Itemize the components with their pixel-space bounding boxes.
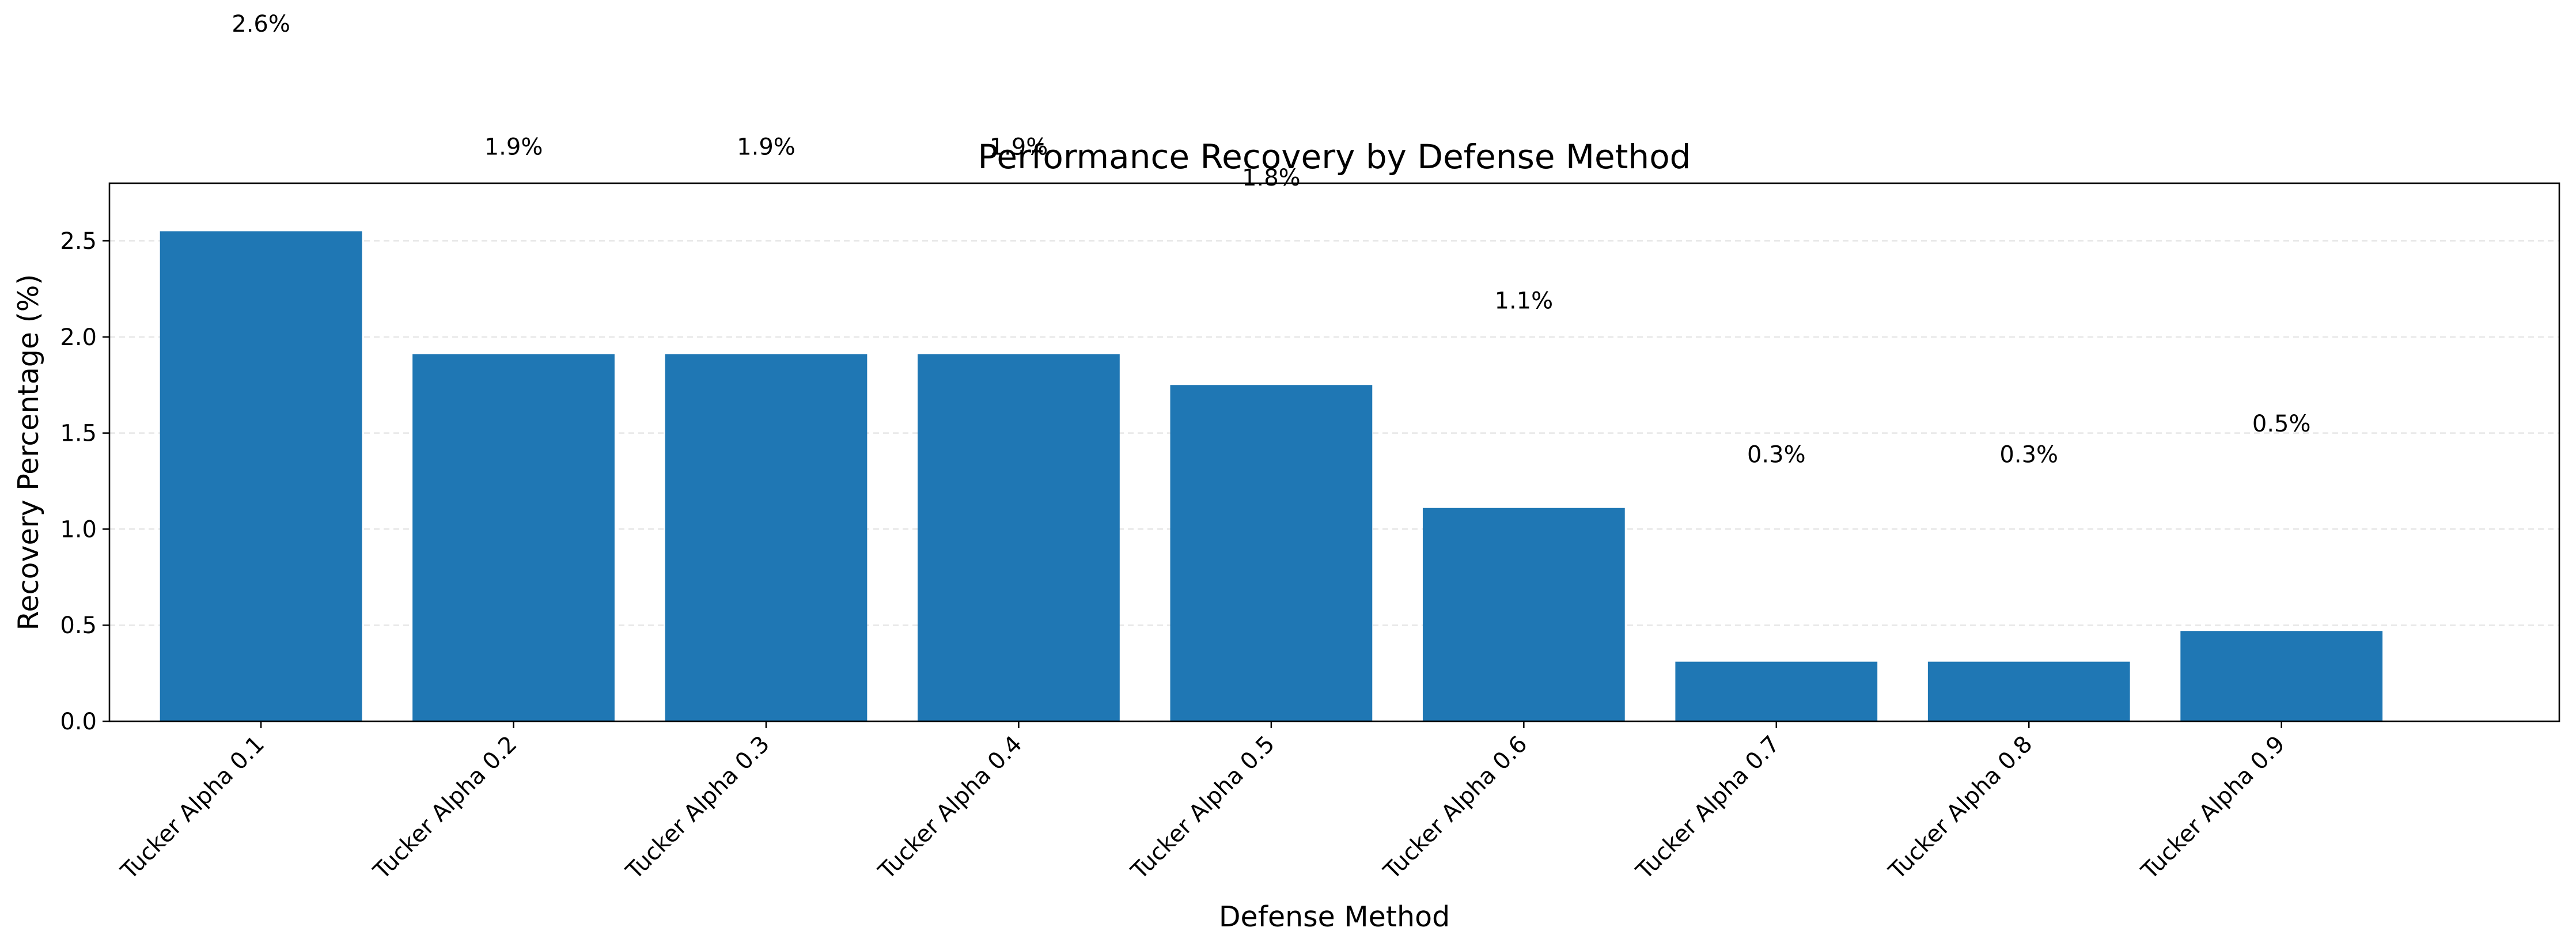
y-tick-label: 2.5 (60, 228, 97, 255)
y-tick-label: 0.5 (60, 612, 97, 639)
bar-value-label: 1.8% (1242, 165, 1301, 191)
y-tick-label: 1.0 (60, 516, 97, 543)
bar (2180, 631, 2383, 721)
bar (412, 354, 615, 721)
bar-value-label: 1.9% (990, 134, 1048, 161)
bar-value-label: 0.3% (1999, 441, 2058, 468)
plot-frame (108, 182, 2560, 722)
bar-value-label: 1.9% (484, 134, 543, 161)
value-labels: 2.6% 1.9% 1.9% 1.9% 1.8% 1.1% 0.3% 0.3% 0.5% (232, 11, 2310, 468)
bar (918, 354, 1120, 721)
bar (1170, 385, 1373, 721)
bar (665, 354, 867, 721)
bar-value-label: 1.9% (737, 134, 795, 161)
x-axis-label: Defense Method (1219, 900, 1450, 933)
y-axis: 0.0 0.5 1.0 1.5 2.0 2.5 (60, 228, 109, 735)
bar (1675, 661, 1878, 721)
bar-value-label: 1.1% (1495, 287, 1554, 314)
bar-value-label: 0.3% (1747, 441, 1806, 468)
bar (1927, 661, 2130, 721)
y-tick-label: 1.5 (60, 421, 97, 447)
bar (160, 231, 362, 722)
y-tick-label: 0.0 (60, 709, 97, 735)
y-tick-label: 2.0 (60, 324, 97, 351)
bars (160, 231, 2383, 722)
y-axis-label: Recovery Percentage (%) (12, 274, 45, 631)
bar-value-label: 2.6% (232, 11, 290, 37)
bar (1422, 508, 1625, 721)
chart-title: Performance Recovery by Defense Method (978, 137, 1691, 176)
bar-value-label: 0.5% (2252, 411, 2311, 437)
